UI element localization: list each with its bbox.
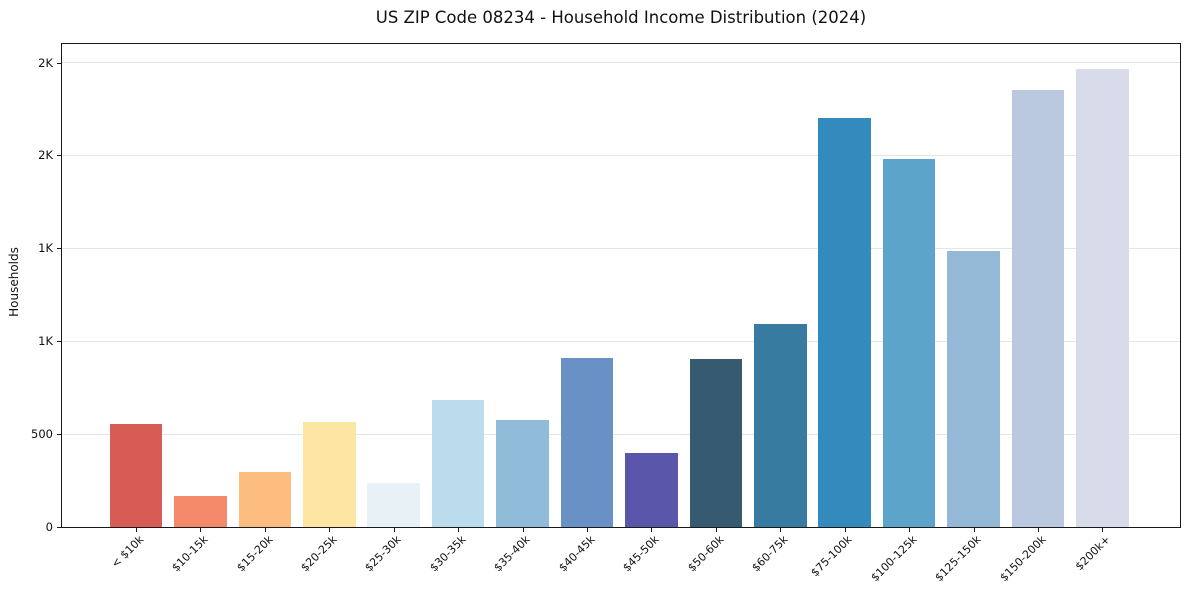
y-tick-label: 1K	[38, 241, 53, 256]
x-tick-label-text: $75-100k	[808, 533, 855, 580]
bar-12	[818, 118, 871, 527]
x-tick-mark	[136, 527, 137, 532]
x-tick-label-text: $15-20k	[233, 533, 276, 575]
x-tick-mark	[522, 527, 524, 532]
y-tick-mark	[57, 527, 62, 528]
bar-3	[238, 472, 292, 527]
x-tick-mark	[651, 527, 653, 532]
bar-5	[367, 483, 420, 527]
bar-13	[882, 159, 936, 527]
y-tick-label: 2K	[38, 55, 53, 70]
bar-1	[109, 423, 163, 527]
x-tick-mark	[1102, 527, 1104, 532]
x-tick-label-text: $25-30k	[362, 533, 404, 575]
y-axis-label: Households	[7, 247, 21, 317]
gridline	[62, 62, 1180, 64]
x-tick-mark	[844, 527, 846, 532]
bar-8	[560, 357, 614, 527]
x-tick-mark	[973, 527, 975, 532]
x-tick-mark	[587, 527, 588, 532]
x-tick-label-text: < $10k	[108, 533, 147, 571]
x-tick-mark	[1038, 527, 1040, 532]
bar-10	[689, 358, 743, 527]
y-tick-label: 0	[45, 520, 53, 534]
x-tick-mark	[780, 527, 782, 532]
y-tick-label: 500	[31, 427, 53, 442]
x-tick-label-text: $35-40k	[491, 533, 533, 575]
y-tick-mark	[57, 62, 62, 64]
x-tick-label-text: $125-150k	[932, 533, 984, 585]
bar-2	[174, 496, 227, 527]
bar-14	[947, 251, 1000, 527]
x-tick-mark	[393, 527, 395, 532]
gridline	[62, 340, 1180, 342]
gridline	[62, 154, 1180, 156]
x-tick-label-text: $150-200k	[997, 533, 1049, 585]
x-tick-label-text: $60-75k	[749, 533, 791, 575]
x-tick-label-text: $45-50k	[620, 533, 662, 575]
y-tick-mark	[57, 434, 62, 436]
bar-6	[431, 399, 485, 527]
x-tick-mark	[329, 527, 331, 532]
y-tick-mark	[57, 248, 62, 250]
x-tick-label-text: $50-60k	[684, 533, 727, 575]
bar-4	[303, 422, 356, 527]
plot-area	[62, 44, 1180, 527]
x-tick-label-text: $100-125k	[868, 533, 920, 585]
bar-7	[496, 420, 549, 527]
bar-11	[754, 323, 807, 527]
y-tick-label: 2K	[38, 148, 53, 163]
gridline	[62, 433, 1180, 435]
y-tick-label: 1K	[38, 334, 53, 349]
chart-title: US ZIP Code 08234 - Household Income Dis…	[375, 8, 867, 27]
x-tick-label-text: $30-35k	[427, 533, 469, 575]
x-tick-mark	[200, 527, 202, 532]
x-tick-mark	[909, 527, 911, 532]
x-tick-mark	[715, 527, 717, 532]
bar-16	[1076, 69, 1129, 527]
bar-9	[625, 452, 678, 527]
bar-15	[1011, 90, 1065, 527]
x-tick-mark	[264, 527, 266, 532]
y-tick-mark	[57, 155, 62, 157]
gridline	[62, 247, 1180, 249]
x-tick-label-text: $40-45k	[555, 533, 598, 575]
plot-frame	[61, 43, 1181, 528]
x-tick-label-text: $200k+	[1072, 533, 1113, 574]
x-tick-label-text: $20-25k	[298, 533, 340, 575]
x-tick-mark	[458, 527, 460, 532]
x-tick-label-text: $10-15k	[169, 533, 211, 575]
y-tick-mark	[57, 341, 62, 343]
